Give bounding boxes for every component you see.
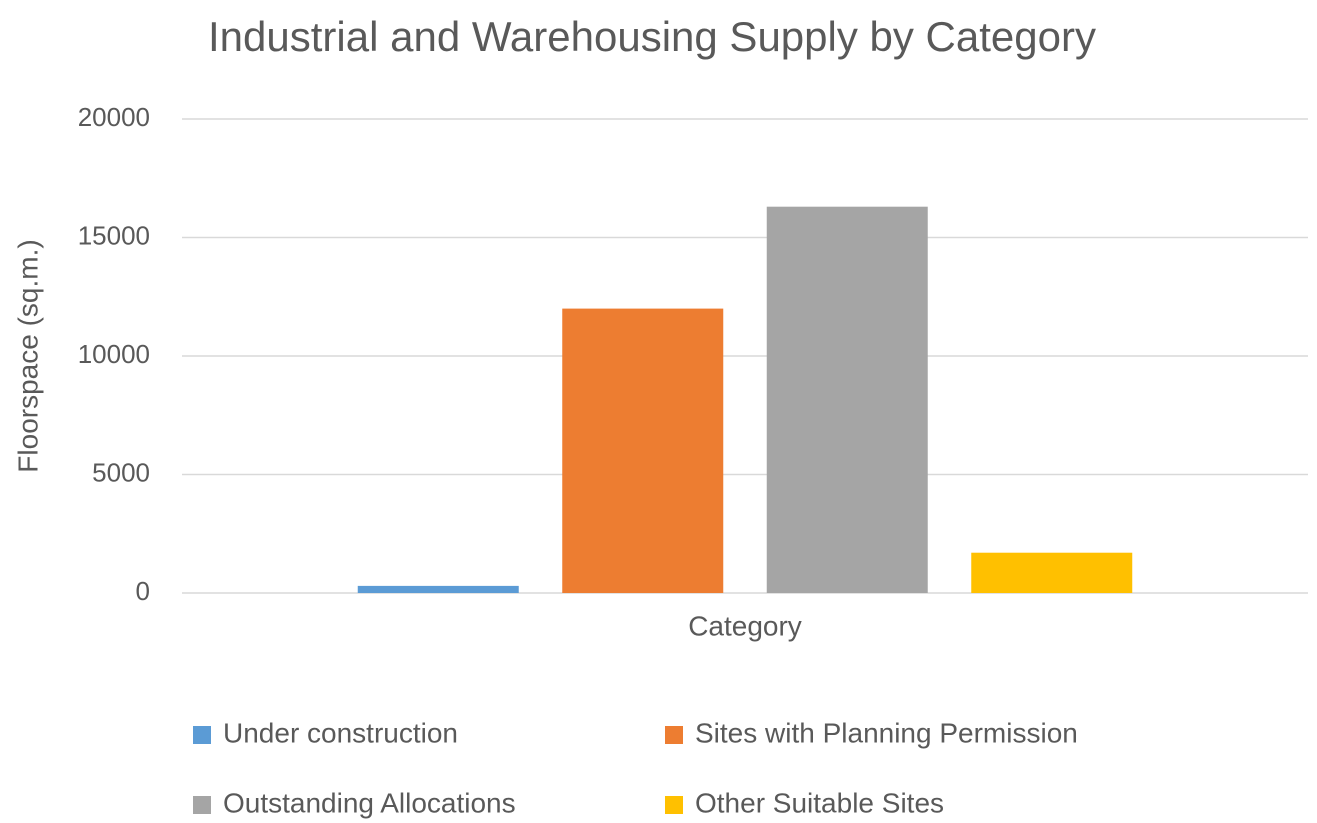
legend-swatch bbox=[665, 726, 683, 744]
legend-label: Other Suitable Sites bbox=[695, 787, 944, 818]
y-axis-title: Floorspace (sq.m.) bbox=[12, 239, 43, 472]
bar bbox=[357, 585, 519, 593]
x-tick-label: Category bbox=[688, 610, 802, 641]
legend-label: Sites with Planning Permission bbox=[695, 717, 1078, 748]
legend-swatch bbox=[665, 796, 683, 814]
y-tick-label: 15000 bbox=[78, 220, 150, 250]
legend-label: Outstanding Allocations bbox=[223, 787, 516, 818]
legend-swatch bbox=[193, 726, 211, 744]
chart-title: Industrial and Warehousing Supply by Cat… bbox=[208, 13, 1096, 60]
y-tick-label: 0 bbox=[136, 576, 150, 606]
y-tick-label: 5000 bbox=[92, 457, 150, 487]
bar bbox=[766, 206, 928, 593]
legend-swatch bbox=[193, 796, 211, 814]
y-tick-label: 20000 bbox=[78, 102, 150, 132]
bar bbox=[971, 552, 1133, 593]
y-tick-label: 10000 bbox=[78, 339, 150, 369]
legend-label: Under construction bbox=[223, 717, 458, 748]
bar bbox=[562, 308, 724, 593]
